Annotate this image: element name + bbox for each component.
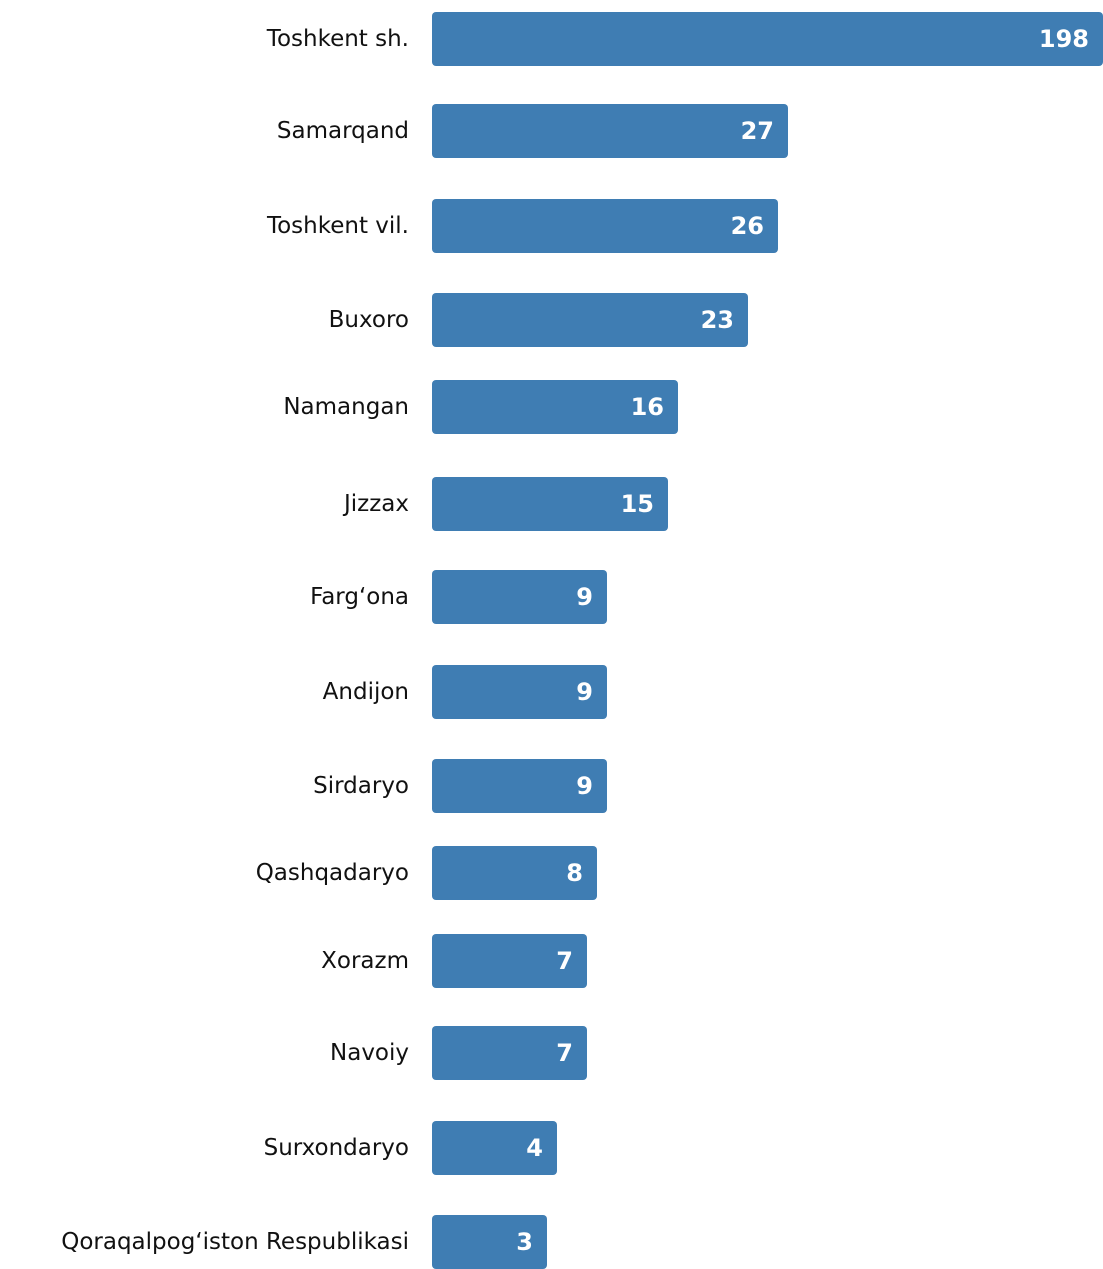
- category-label: Namangan: [283, 394, 409, 420]
- bar: 7: [432, 934, 587, 988]
- bar-row: Surxondaryo 4: [0, 1121, 1103, 1175]
- value-label: 9: [576, 583, 593, 611]
- value-label: 15: [620, 490, 654, 518]
- bar: 16: [432, 380, 678, 434]
- bar-row: Navoiy 7: [0, 1026, 1103, 1080]
- bar-row: Qashqadaryo 8: [0, 846, 1103, 900]
- category-label: Qashqadaryo: [255, 860, 409, 886]
- bar: 4: [432, 1121, 557, 1175]
- bar-row: Farg‘ona 9: [0, 570, 1103, 624]
- bar-row: Sirdaryo 9: [0, 759, 1103, 813]
- bar: 3: [432, 1215, 547, 1269]
- value-label: 16: [630, 393, 664, 421]
- category-label: Samarqand: [276, 118, 409, 144]
- bar: 15: [432, 477, 668, 531]
- category-label: Toshkent vil.: [266, 213, 409, 239]
- category-label: Xorazm: [321, 948, 409, 974]
- value-label: 23: [700, 306, 734, 334]
- category-label: Toshkent sh.: [266, 26, 409, 52]
- value-label: 7: [556, 947, 573, 975]
- value-label: 7: [556, 1039, 573, 1067]
- category-label: Andijon: [322, 679, 409, 705]
- value-label: 9: [576, 772, 593, 800]
- bar-row: Xorazm 7: [0, 934, 1103, 988]
- bar-row: Toshkent vil. 26: [0, 199, 1103, 253]
- bar: 9: [432, 665, 607, 719]
- bar-row: Toshkent sh. 198: [0, 12, 1103, 66]
- bar: 7: [432, 1026, 587, 1080]
- value-label: 27: [740, 117, 774, 145]
- value-label: 8: [566, 859, 583, 887]
- category-label: Surxondaryo: [263, 1135, 409, 1161]
- bar: 8: [432, 846, 597, 900]
- value-label: 3: [516, 1228, 533, 1256]
- value-label: 198: [1038, 25, 1089, 53]
- bar-row: Namangan 16: [0, 380, 1103, 434]
- category-label: Jizzax: [343, 491, 409, 517]
- bar: 23: [432, 293, 748, 347]
- category-label: Navoiy: [330, 1040, 409, 1066]
- bar-row: Andijon 9: [0, 665, 1103, 719]
- bar: 27: [432, 104, 788, 158]
- bar: 198: [432, 12, 1103, 66]
- value-label: 26: [730, 212, 764, 240]
- bar: 9: [432, 570, 607, 624]
- value-label: 4: [526, 1134, 543, 1162]
- bar-row: Buxoro 23: [0, 293, 1103, 347]
- category-label: Buxoro: [328, 307, 409, 333]
- value-label: 9: [576, 678, 593, 706]
- category-label: Sirdaryo: [313, 773, 409, 799]
- category-label: Farg‘ona: [310, 584, 409, 610]
- bar: 26: [432, 199, 778, 253]
- bar-row: Jizzax 15: [0, 477, 1103, 531]
- bar-row: Qoraqalpog‘iston Respublikasi 3: [0, 1215, 1103, 1269]
- bar: 9: [432, 759, 607, 813]
- bar-row: Samarqand 27: [0, 104, 1103, 158]
- category-label: Qoraqalpog‘iston Respublikasi: [61, 1229, 409, 1255]
